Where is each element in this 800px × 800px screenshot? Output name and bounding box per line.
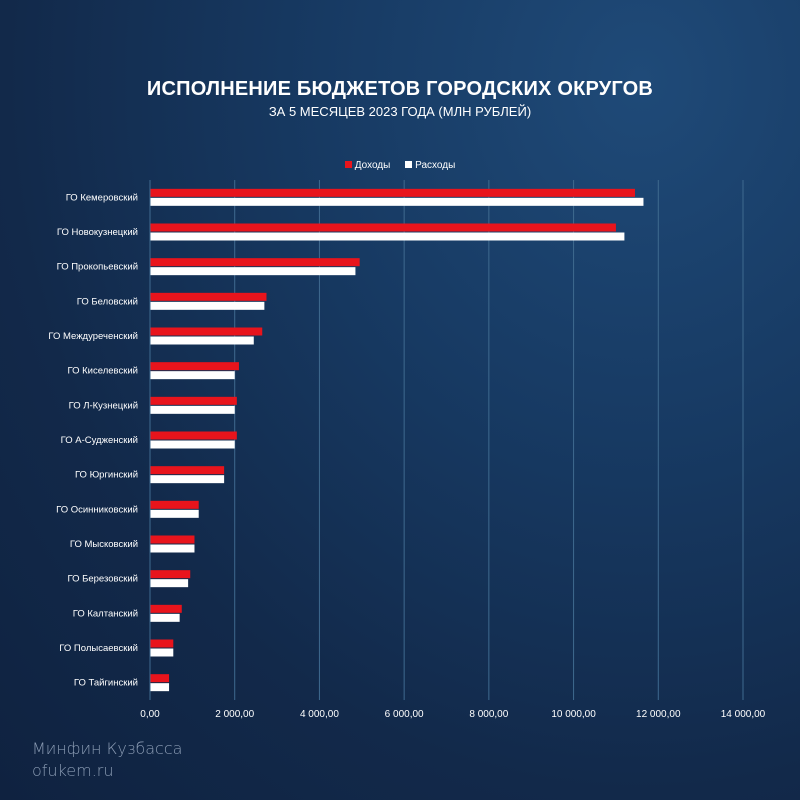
category-label: ГО Калтанский bbox=[73, 608, 138, 619]
bar-income bbox=[150, 362, 239, 371]
legend-item-income: Доходы bbox=[344, 160, 391, 171]
bar-expense bbox=[150, 683, 170, 692]
bar-income bbox=[150, 396, 237, 405]
x-tick-label: 10 000,00 bbox=[551, 709, 596, 720]
category-label: ГО Кемеровский bbox=[66, 192, 138, 203]
legend: Доходы Расходы bbox=[0, 160, 800, 171]
bar-income bbox=[150, 223, 616, 232]
bar-expense bbox=[150, 648, 174, 657]
bar-income bbox=[150, 535, 195, 544]
bar-income bbox=[150, 431, 237, 440]
legend-item-expense: Расходы bbox=[405, 160, 455, 171]
footer: Минфин Кузбасса ofukem.ru bbox=[32, 738, 182, 782]
bar-expense bbox=[150, 544, 195, 553]
bar-expense bbox=[150, 197, 644, 206]
legend-label-expense: Расходы bbox=[415, 160, 456, 171]
legend-label-income: Доходы bbox=[354, 160, 391, 171]
x-tick-label: 12 000,00 bbox=[636, 709, 681, 720]
bar-expense bbox=[150, 301, 265, 310]
category-label: ГО Березовский bbox=[67, 574, 138, 585]
bar-expense bbox=[150, 613, 180, 622]
bar-income bbox=[150, 570, 191, 579]
x-tick-label: 6 000,00 bbox=[385, 709, 424, 720]
bar-income bbox=[150, 500, 199, 509]
bar-income bbox=[150, 258, 360, 267]
bar-expense bbox=[150, 475, 225, 484]
bar-income bbox=[150, 604, 182, 613]
bar-expense bbox=[150, 509, 199, 518]
x-tick-label: 4 000,00 bbox=[300, 709, 339, 720]
chart-subtitle: ЗА 5 МЕСЯЦЕВ 2023 ГОДА (МЛН РУБЛЕЙ) bbox=[268, 104, 532, 119]
x-tick-label: 8 000,00 bbox=[469, 709, 508, 720]
category-label: ГО Мысковский bbox=[70, 539, 138, 550]
category-label: ГО Полысаевский bbox=[59, 643, 138, 654]
category-label: ГО Беловский bbox=[77, 296, 138, 307]
category-label: ГО Тайгинский bbox=[74, 678, 138, 689]
category-label: ГО Киселевский bbox=[68, 366, 139, 377]
category-label: ГО Новокузнецкий bbox=[57, 227, 138, 238]
chart-title: ИСПОЛНЕНИЕ БЮДЖЕТОВ ГОРОДСКИХ ОКРУГОВ bbox=[146, 78, 654, 100]
legend-swatch-income bbox=[344, 161, 352, 168]
bar-expense bbox=[150, 371, 235, 380]
bar-expense bbox=[150, 336, 254, 345]
bar-income bbox=[150, 292, 267, 301]
x-tick-label: 0,00 bbox=[140, 709, 160, 720]
footer-url: ofukem.ru bbox=[32, 761, 114, 780]
bar-income bbox=[150, 327, 263, 336]
bar-expense bbox=[150, 405, 235, 414]
legend-swatch-expense bbox=[405, 161, 413, 168]
bar-income bbox=[150, 188, 635, 197]
bar-expense bbox=[150, 440, 235, 449]
category-label: ГО Юргинский bbox=[75, 470, 138, 481]
bar-income bbox=[150, 639, 174, 648]
x-tick-label: 2 000,00 bbox=[215, 709, 254, 720]
category-label: ГО Прокопьевский bbox=[57, 262, 138, 273]
category-label: ГО Л-Кузнецкий bbox=[69, 400, 138, 411]
bar-expense bbox=[150, 579, 189, 588]
bar-income bbox=[150, 466, 225, 475]
x-tick-label: 14 000,00 bbox=[721, 709, 766, 720]
category-label: ГО Осинниковский bbox=[56, 504, 138, 515]
category-label: ГО Междуреченский bbox=[48, 331, 138, 342]
bar-expense bbox=[150, 232, 625, 241]
footer-brand: Минфин Кузбасса bbox=[32, 739, 183, 758]
category-label: ГО А-Судженский bbox=[61, 435, 138, 446]
bar-income bbox=[150, 674, 170, 683]
bar-expense bbox=[150, 267, 356, 276]
